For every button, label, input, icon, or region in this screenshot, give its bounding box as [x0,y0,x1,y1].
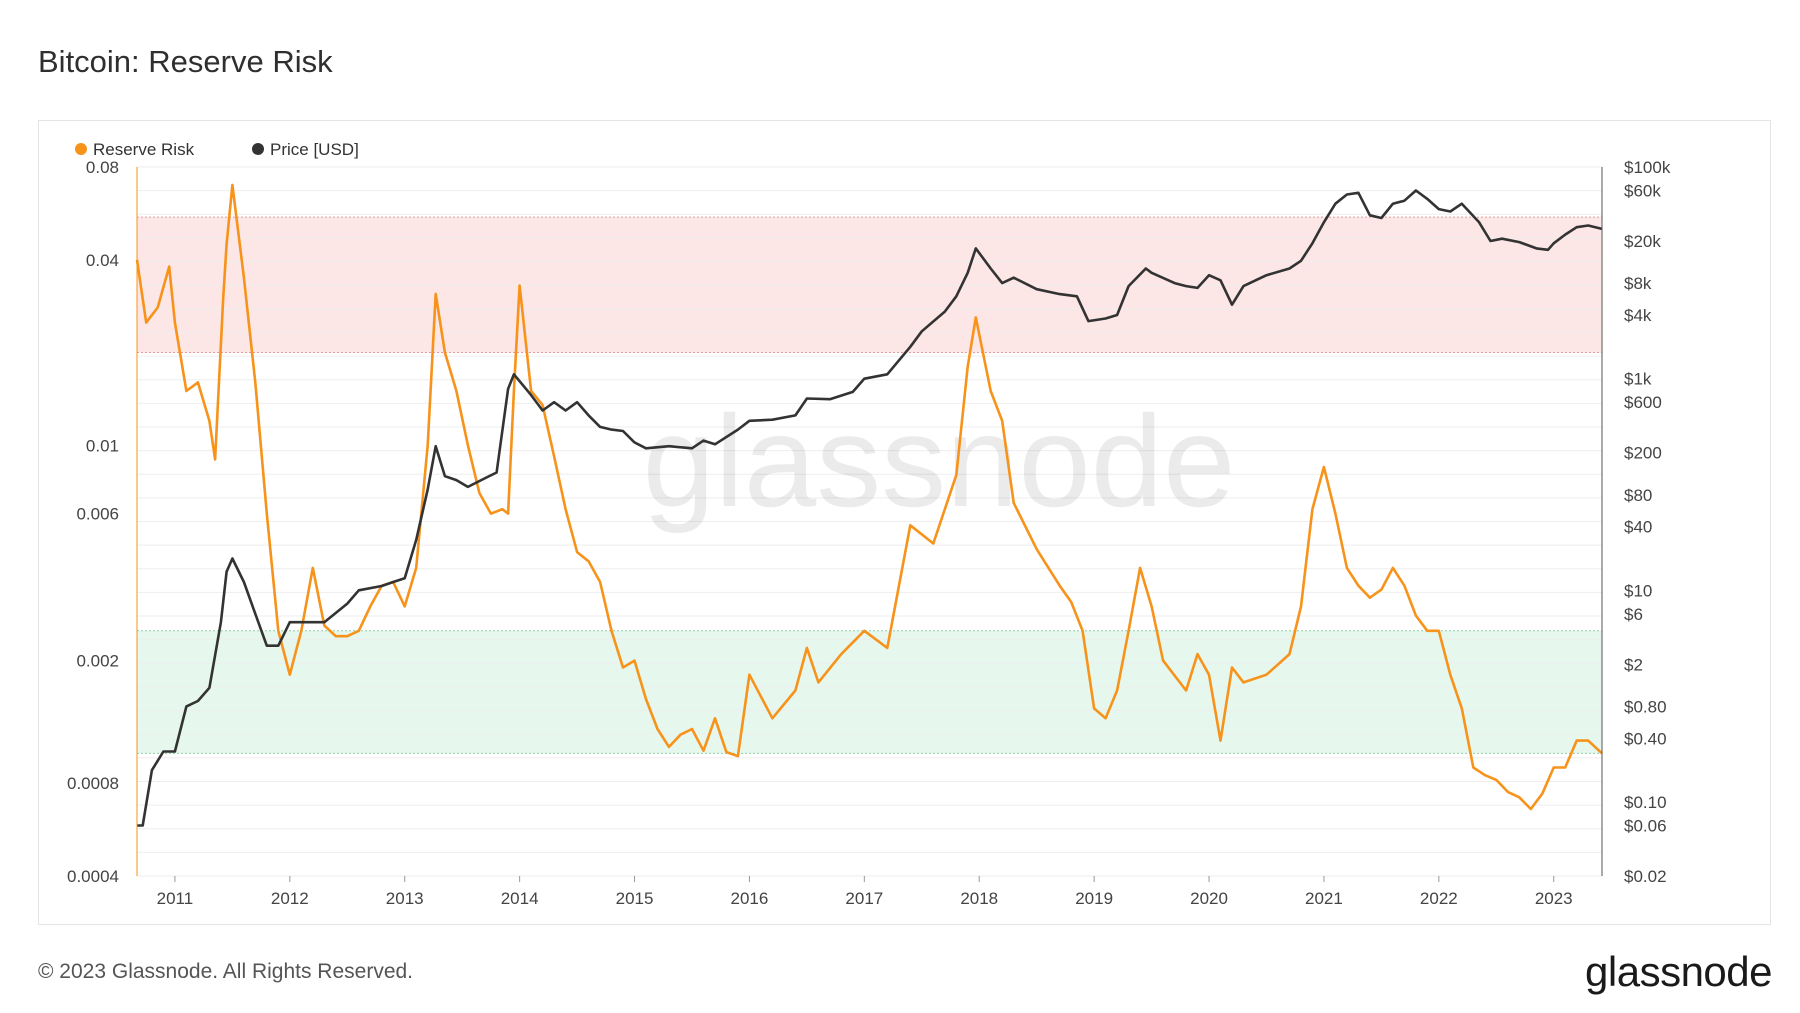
y-right-tick-label: $8k [1624,274,1652,293]
copyright-text: © 2023 Glassnode. All Rights Reserved. [38,960,414,983]
y-right-tick-label: $200 [1624,444,1662,463]
y-left-tick-label: 0.0008 [67,774,119,793]
y-left-tick-label: 0.002 [76,652,119,671]
x-tick-label: 2014 [501,889,539,908]
x-tick-label: 2023 [1535,889,1573,908]
x-tick-label: 2011 [157,889,194,908]
y-right-tick-label: $4k [1624,306,1652,325]
y-left-tick-label: 0.01 [86,436,119,455]
series-line-price-usd- [137,189,1603,827]
legend-marker [75,143,87,155]
y-right-tick-label: $40 [1624,518,1652,537]
y-right-tick-label: $0.80 [1624,697,1667,716]
legend-label: Price [USD] [270,140,359,159]
x-tick-label: 2012 [271,889,309,908]
watermark: glassnode [643,388,1236,534]
chart-title: Bitcoin: Reserve Risk [38,44,333,79]
y-left-tick-label: 0.08 [86,158,119,177]
x-tick-label: 2022 [1420,889,1458,908]
x-tick-label: 2015 [616,889,654,908]
glassnode-logo: glassnode [1585,948,1772,995]
y-left-tick-label: 0.0004 [67,867,119,886]
y-right-tick-label: $20k [1624,232,1661,251]
y-left-tick-label: 0.04 [86,251,119,270]
x-tick-label: 2020 [1190,889,1228,908]
x-tick-label: 2018 [960,889,998,908]
y-left-tick-label: 0.006 [76,505,119,524]
x-tick-label: 2013 [386,889,424,908]
x-tick-label: 2016 [731,889,769,908]
y-right-tick-label: $1k [1624,370,1652,389]
chart-frame: glassnode 2011 2012 2013 2014 2015 2016 2017 20… [38,120,1771,925]
y-right-tick-label: $100k [1624,158,1671,177]
y-right-tick-label: $6 [1624,605,1643,624]
y-right-tick-label: $80 [1624,486,1652,505]
legend-label: Reserve Risk [93,140,195,159]
series-line-reserve-risk [135,183,1603,811]
y-right-tick-label: $0.02 [1624,867,1667,886]
y-right-tick-label: $10 [1624,581,1652,600]
x-tick-label: 2017 [845,889,883,908]
y-right-tick-label: $60k [1624,181,1661,200]
y-right-tick-label: $0.10 [1624,793,1667,812]
x-tick-label: 2019 [1075,889,1113,908]
x-tick-label: 2021 [1305,889,1343,908]
y-right-tick-label: $2 [1624,655,1643,674]
legend-marker [252,143,264,155]
chart-svg: glassnode 2011 2012 2013 2014 2015 2016 2017 20… [67,140,1671,908]
band-low [137,630,1602,754]
y-right-tick-label: $0.40 [1624,729,1667,748]
y-right-tick-label: $600 [1624,393,1662,412]
y-right-tick-label: $0.06 [1624,817,1667,836]
